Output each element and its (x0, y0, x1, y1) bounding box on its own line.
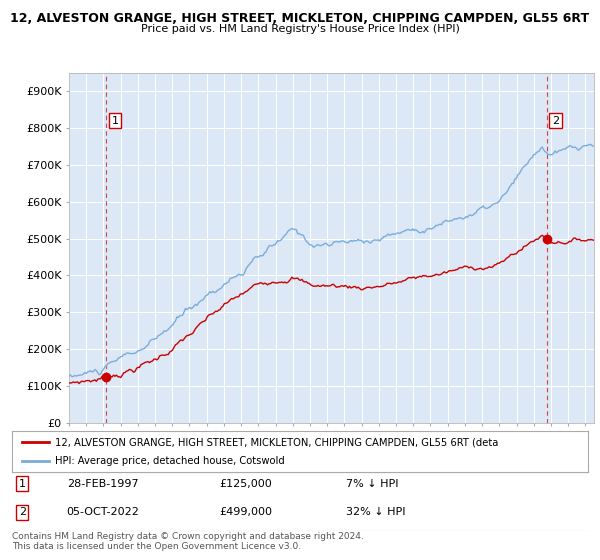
Text: Contains HM Land Registry data © Crown copyright and database right 2024.: Contains HM Land Registry data © Crown c… (12, 532, 364, 541)
Text: 1: 1 (112, 116, 118, 125)
Text: 12, ALVESTON GRANGE, HIGH STREET, MICKLETON, CHIPPING CAMPDEN, GL55 6RT (deta: 12, ALVESTON GRANGE, HIGH STREET, MICKLE… (55, 437, 499, 447)
Text: 05-OCT-2022: 05-OCT-2022 (67, 507, 140, 517)
Text: 32% ↓ HPI: 32% ↓ HPI (346, 507, 406, 517)
Text: 7% ↓ HPI: 7% ↓ HPI (346, 479, 398, 489)
Text: HPI: Average price, detached house, Cotswold: HPI: Average price, detached house, Cots… (55, 456, 285, 465)
Text: Price paid vs. HM Land Registry's House Price Index (HPI): Price paid vs. HM Land Registry's House … (140, 24, 460, 34)
Text: 2: 2 (19, 507, 26, 517)
Text: 1: 1 (19, 479, 26, 489)
Text: £499,000: £499,000 (220, 507, 272, 517)
Text: 2: 2 (552, 116, 559, 125)
Text: This data is licensed under the Open Government Licence v3.0.: This data is licensed under the Open Gov… (12, 542, 301, 551)
Text: 12, ALVESTON GRANGE, HIGH STREET, MICKLETON, CHIPPING CAMPDEN, GL55 6RT: 12, ALVESTON GRANGE, HIGH STREET, MICKLE… (10, 12, 590, 25)
Text: £125,000: £125,000 (220, 479, 272, 489)
Text: 28-FEB-1997: 28-FEB-1997 (67, 479, 139, 489)
